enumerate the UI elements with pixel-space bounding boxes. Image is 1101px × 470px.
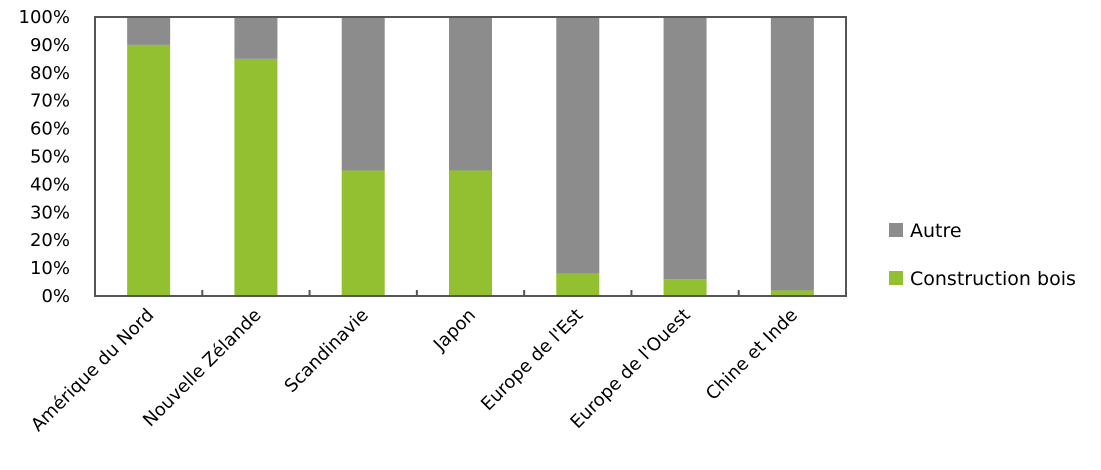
legend-swatch [889,271,903,285]
y-tick-label: 30% [30,202,70,223]
bar-construction-bois-1 [234,58,278,296]
x-category-label: Scandinavie [281,305,373,397]
y-tick-label: 10% [30,258,70,279]
legend-swatch [889,223,903,237]
bar-autre-3 [449,17,492,171]
bar-construction-bois-3 [449,170,492,296]
legend-label: Autre [910,220,962,242]
x-category-label: Japon [429,305,480,356]
plot-area-frame [94,16,847,297]
bar-construction-bois-5 [663,279,707,296]
bar-autre-2 [341,17,385,171]
y-tick-label: 90% [30,35,70,56]
y-tick-label: 20% [30,230,70,251]
x-axis-ticks [201,290,740,296]
y-tick-label: 40% [30,174,70,195]
bar-construction-bois-4 [556,273,600,296]
y-tick-label: 60% [30,119,70,140]
bar-construction-bois-0 [127,44,171,297]
bars-layer [127,17,814,297]
legend-label: Construction bois [910,268,1076,290]
bar-construction-bois-6 [770,290,814,296]
y-tick-label: 0% [41,286,70,307]
y-tick-label: 50% [30,147,70,168]
bar-autre-5 [663,17,707,280]
bar-autre-0 [127,17,171,45]
x-category-label: Europe de l'Est [477,305,587,415]
y-axis-tick-labels: 0% 10% 20% 30% 40% 50% 60% 70% 80% 90% 100% [19,7,70,307]
x-category-label: Europe de l'Ouest [566,305,694,433]
legend: Autre Construction bois [889,220,1076,290]
bar-autre-1 [234,17,278,59]
bar-autre-6 [770,17,814,291]
y-tick-label: 80% [30,63,70,84]
bar-autre-4 [556,17,600,274]
bar-construction-bois-2 [341,170,385,296]
x-category-label: Nouvelle Zélande [139,305,265,431]
x-category-label: Chine et Inde [702,305,802,405]
y-tick-label: 100% [19,7,70,28]
y-tick-label: 70% [30,91,70,112]
